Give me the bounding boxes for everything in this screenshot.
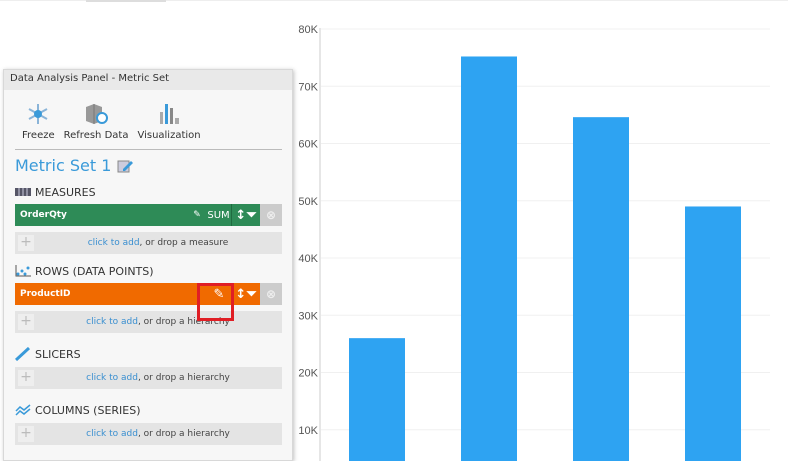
panel-title: Data Analysis Panel - Metric Set [4, 70, 292, 90]
columns-heading: COLUMNS (SERIES) [35, 403, 141, 417]
y-tick-label: 80K [298, 24, 318, 36]
measures-icon [15, 188, 31, 196]
columns-drop-zone[interactable]: + click to add, or drop a hierarchy [15, 423, 282, 445]
edit-pencil-icon[interactable]: ✎ [193, 210, 201, 220]
bar[interactable] [685, 206, 741, 461]
remove-icon[interactable]: ⊗ [260, 204, 282, 226]
visualization-label: Visualization [137, 130, 201, 141]
freeze-button[interactable]: Freeze [22, 102, 55, 141]
drop-hint: , or drop a hierarchy [137, 373, 230, 383]
drop-hint: , or drop a hierarchy [137, 429, 230, 439]
y-tick-label: 20K [298, 368, 318, 380]
y-tick-label: 10K [298, 425, 318, 437]
click-to-add-link[interactable]: click to add [87, 238, 140, 248]
edit-pencil-icon[interactable]: ✎ [213, 286, 225, 302]
row-field-productid[interactable]: ProductID ✎ ↕⏷ ⊗ [15, 283, 282, 305]
rows-drop-zone[interactable]: + click to add, or drop a hierarchy [15, 311, 282, 333]
row-name: ProductID [20, 289, 71, 299]
visualization-button[interactable]: Visualization [137, 102, 201, 141]
visualization-icon [160, 104, 180, 124]
columns-icon [15, 404, 31, 416]
metric-set-title: Metric Set 1 [15, 156, 112, 175]
y-tick-label: 40K [298, 253, 318, 265]
sort-filter-icon[interactable]: ↕⏷ [235, 286, 257, 302]
tab-indicator [86, 0, 166, 2]
bar[interactable] [573, 117, 629, 461]
plus-icon: + [18, 426, 34, 442]
aggregation-label[interactable]: SUM [206, 204, 232, 226]
slicers-heading: SLICERS [35, 347, 81, 361]
bar[interactable] [461, 56, 517, 461]
click-to-add-link[interactable]: click to add [86, 429, 138, 439]
click-to-add-link[interactable]: click to add [86, 317, 138, 327]
plus-icon: + [18, 314, 34, 330]
rows-heading: ROWS (DATA POINTS) [35, 264, 154, 278]
y-tick-label: 30K [298, 310, 318, 322]
measure-field-orderqty[interactable]: OrderQty ✎ SUM ↕⏷ ⊗ [15, 204, 282, 226]
drop-hint: , or drop a hierarchy [137, 317, 230, 327]
click-to-add-link[interactable]: click to add [86, 373, 138, 383]
measure-name: OrderQty [20, 210, 67, 220]
highlight-box [197, 283, 234, 321]
y-tick-label: 50K [298, 196, 318, 208]
measures-heading: MEASURES [35, 185, 96, 199]
freeze-icon [28, 104, 48, 124]
divider [15, 149, 282, 150]
slicers-drop-zone[interactable]: + click to add, or drop a hierarchy [15, 367, 282, 389]
top-border [0, 0, 788, 1]
y-tick-label: 60K [298, 139, 318, 151]
drop-hint: , or drop a measure [139, 238, 229, 248]
plus-icon: + [18, 235, 34, 251]
refresh-data-label: Refresh Data [63, 130, 129, 141]
refresh-data-button[interactable]: Refresh Data [63, 102, 129, 141]
sort-filter-icon[interactable]: ↕⏷ [235, 207, 257, 223]
y-tick-label: 70K [298, 81, 318, 93]
remove-icon[interactable]: ⊗ [260, 283, 282, 305]
bar[interactable] [349, 338, 405, 461]
measure-drop-zone[interactable]: + click to add, or drop a measure [15, 232, 282, 254]
refresh-data-icon [86, 104, 109, 124]
slicers-icon [15, 347, 31, 361]
edit-metric-set-icon[interactable] [117, 158, 134, 174]
rows-icon [15, 265, 31, 277]
freeze-label: Freeze [22, 130, 55, 141]
data-analysis-panel: Data Analysis Panel - Metric Set Freeze … [3, 69, 293, 461]
plus-icon: + [18, 370, 34, 386]
